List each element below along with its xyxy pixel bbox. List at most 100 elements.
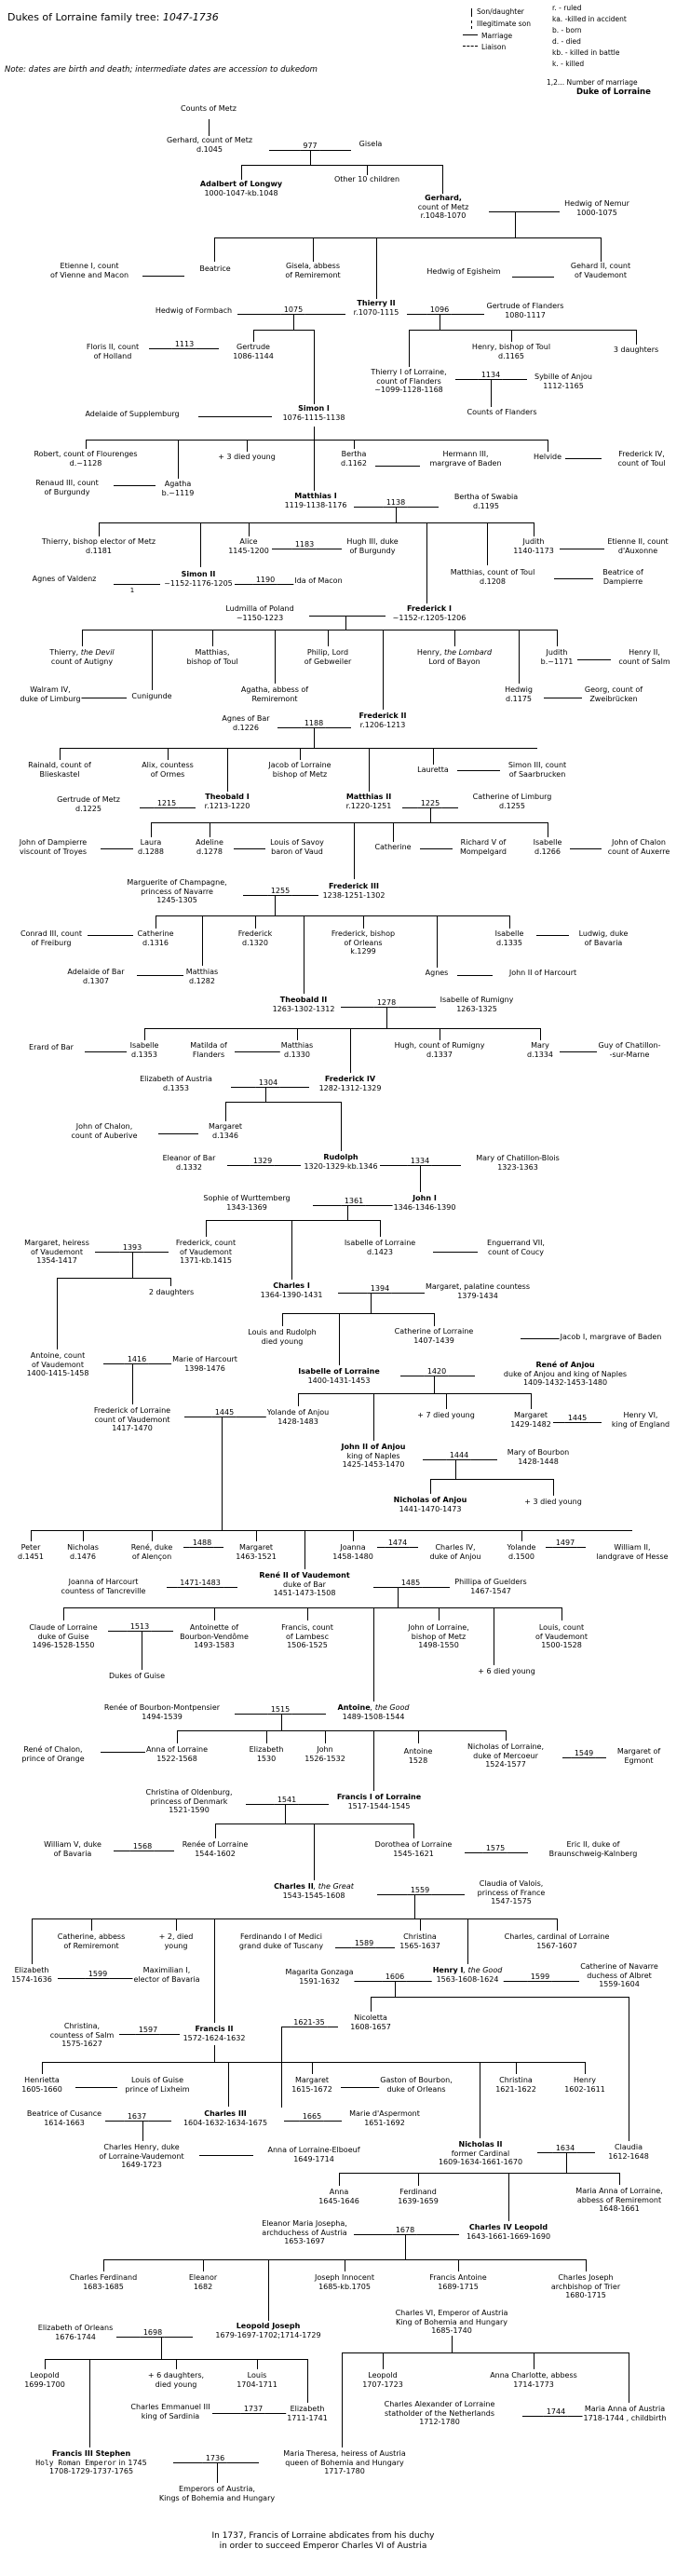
person-node: Thierry, the Devil count of Autigny [48,648,115,666]
connector-line [395,1981,396,1997]
person-node: Cunigunde [130,692,173,701]
person-node: Anna of Lorraine 1522-1568 [144,1745,210,1763]
connector-line [212,630,213,646]
person-node: Catherine of Navarre duchess of Albret 155… [579,1962,659,1989]
connector-line [314,330,315,404]
connector-line [560,1051,597,1052]
person-node: Isabelle d.1335 [494,929,525,947]
person-node: Frederick, count of Vaudemont 1371-kb.1415 [174,1239,237,1266]
person-node: + 6 died young [477,1667,536,1676]
marriage-year-label: 1420 [424,1367,450,1376]
connector-line [57,1278,170,1279]
person-node: Isabelle of Lorraine 1400-1431-1453 [297,1367,381,1385]
person-node: Claudia of Valois, princess of France 1547… [476,1879,547,1906]
connector-line [418,1730,419,1743]
person-node: Renée of Lorraine 1544-1602 [181,1840,250,1858]
person-node: Jacob of Lorraine bishop of Metz [267,761,332,779]
connector-line [198,416,272,417]
connector-line [86,440,548,441]
person-node: Henrietta 1605-1660 [20,2076,63,2094]
connector-line [457,975,493,976]
legend-row-son: Son/daughter [471,7,524,17]
connector-line [433,1252,478,1253]
person-node: Maria Theresa, heiress of Austria queen o… [282,2449,407,2476]
connector-line [540,1028,541,1040]
connector-line [228,2062,229,2107]
connector-line [452,2335,453,2352]
person-node: Catherine of Lorraine 1407-1439 [393,1327,475,1345]
connector-line [414,1894,415,1918]
person-node: Etienne I, count of Vienne and Macon [48,262,130,279]
connector-line [203,2259,204,2271]
person-node: Agatha, abbess of Remiremont [239,685,310,703]
marriage-year-label: 1599 [85,1970,111,1979]
connector-line [420,1918,421,1931]
connector-line [99,522,534,523]
connector-line [434,1376,435,1393]
marriage-year-label: 1497 [552,1539,578,1548]
connector-line [373,1607,374,1702]
person-node: William II, landgrave of Hesse [595,1543,670,1561]
person-node: Louis, count of Vaudemont 1500-1528 [534,1623,589,1650]
person-node: Leopold Joseph 1679-1697-1702;1714-1729 [214,2322,322,2339]
person-node: Francis II 1572-1624-1632 [182,2025,247,2042]
person-node: Mary of Chatillon-Blois 1323-1363 [475,1154,561,1172]
person-node: Philip, Lord of Gebweiler [303,648,353,666]
legend-abbr-born: b. - born [552,26,582,34]
person-node: Louis 1704-1711 [236,2371,278,2389]
person-node: Jacob I, margrave of Baden [559,1333,663,1342]
person-node: Simon I 1076-1115-1138 [281,404,346,422]
person-node: Etienne II, count d'Auxonne [606,537,670,555]
person-node: Frederick I ~1152-r.1205-1206 [391,604,467,622]
person-node: Other 10 children [332,175,401,184]
person-node: Charles VI, Emperor of Austria King of Bo… [394,2309,509,2336]
person-node: Floris II, count of Holland [85,343,141,360]
connector-line [132,1252,133,1278]
connector-line [275,630,276,684]
connector-line [42,2062,585,2063]
person-node: Antoine, count of Vaudemont 1400-1415-1458 [25,1351,90,1378]
person-node: Margaret, palatine countess 1379-1434 [424,1282,532,1300]
connector-line [114,485,156,486]
person-node: Elizabeth of Orleans 1676-1744 [36,2324,115,2341]
connector-line [300,748,301,760]
person-node: Charles Joseph archbishop of Trier 1680-17… [549,2273,622,2300]
connector-line [214,1918,215,2023]
marriage-year-label: 1575 [482,1844,508,1853]
person-node: Ida of Macon [293,576,344,586]
person-node: Agnes of Valdenz [31,575,98,584]
person-node: Louis and Rudolph died young [247,1328,318,1346]
person-node: Agatha b.~1119 [160,480,196,497]
connector-line [168,748,169,760]
person-node: Isabelle d.1266 [532,838,563,856]
connector-line [282,1313,434,1314]
person-node: Sophie of Wurttemberg 1343-1369 [202,1194,291,1212]
person-node: Isabelle of Lorraine d.1423 [343,1239,417,1256]
person-node: Renaud III, count of Burgundy [34,479,100,496]
connector-line [161,2337,162,2359]
connector-line [325,1730,326,1743]
connector-line [255,915,256,929]
person-node: Christina, countess of Salm 1575-1627 [48,2022,115,2049]
connector-line [256,1530,257,1541]
connector-line [91,1918,92,1931]
connector-line [88,935,133,936]
person-node: Gertrude 1086-1144 [232,343,275,360]
person-node: Henry, bishop of Toul d.1165 [470,343,552,360]
connector-line [636,330,637,345]
marriage-year-label: 1190 [252,576,278,585]
connector-line [454,630,455,646]
person-node: Gaston of Bourbon, duke of Orleans [379,2076,453,2094]
connector-line [511,330,512,342]
connector-line [420,848,453,849]
connector-line [376,237,377,299]
connector-line [442,165,443,197]
person-node: Hermann III, margrave of Baden [428,450,503,468]
person-node: Thierry, bishop elector of Metz d.1181 [40,537,157,555]
connector-line [225,1102,341,1103]
connector-line [266,1730,267,1743]
person-node: Margaret d.1346 [207,1122,244,1140]
person-node: + 2, died young [157,1932,195,1950]
person-node: Peter d.1451 [17,1543,45,1561]
person-node: Eleanor of Bar d.1332 [161,1154,217,1172]
